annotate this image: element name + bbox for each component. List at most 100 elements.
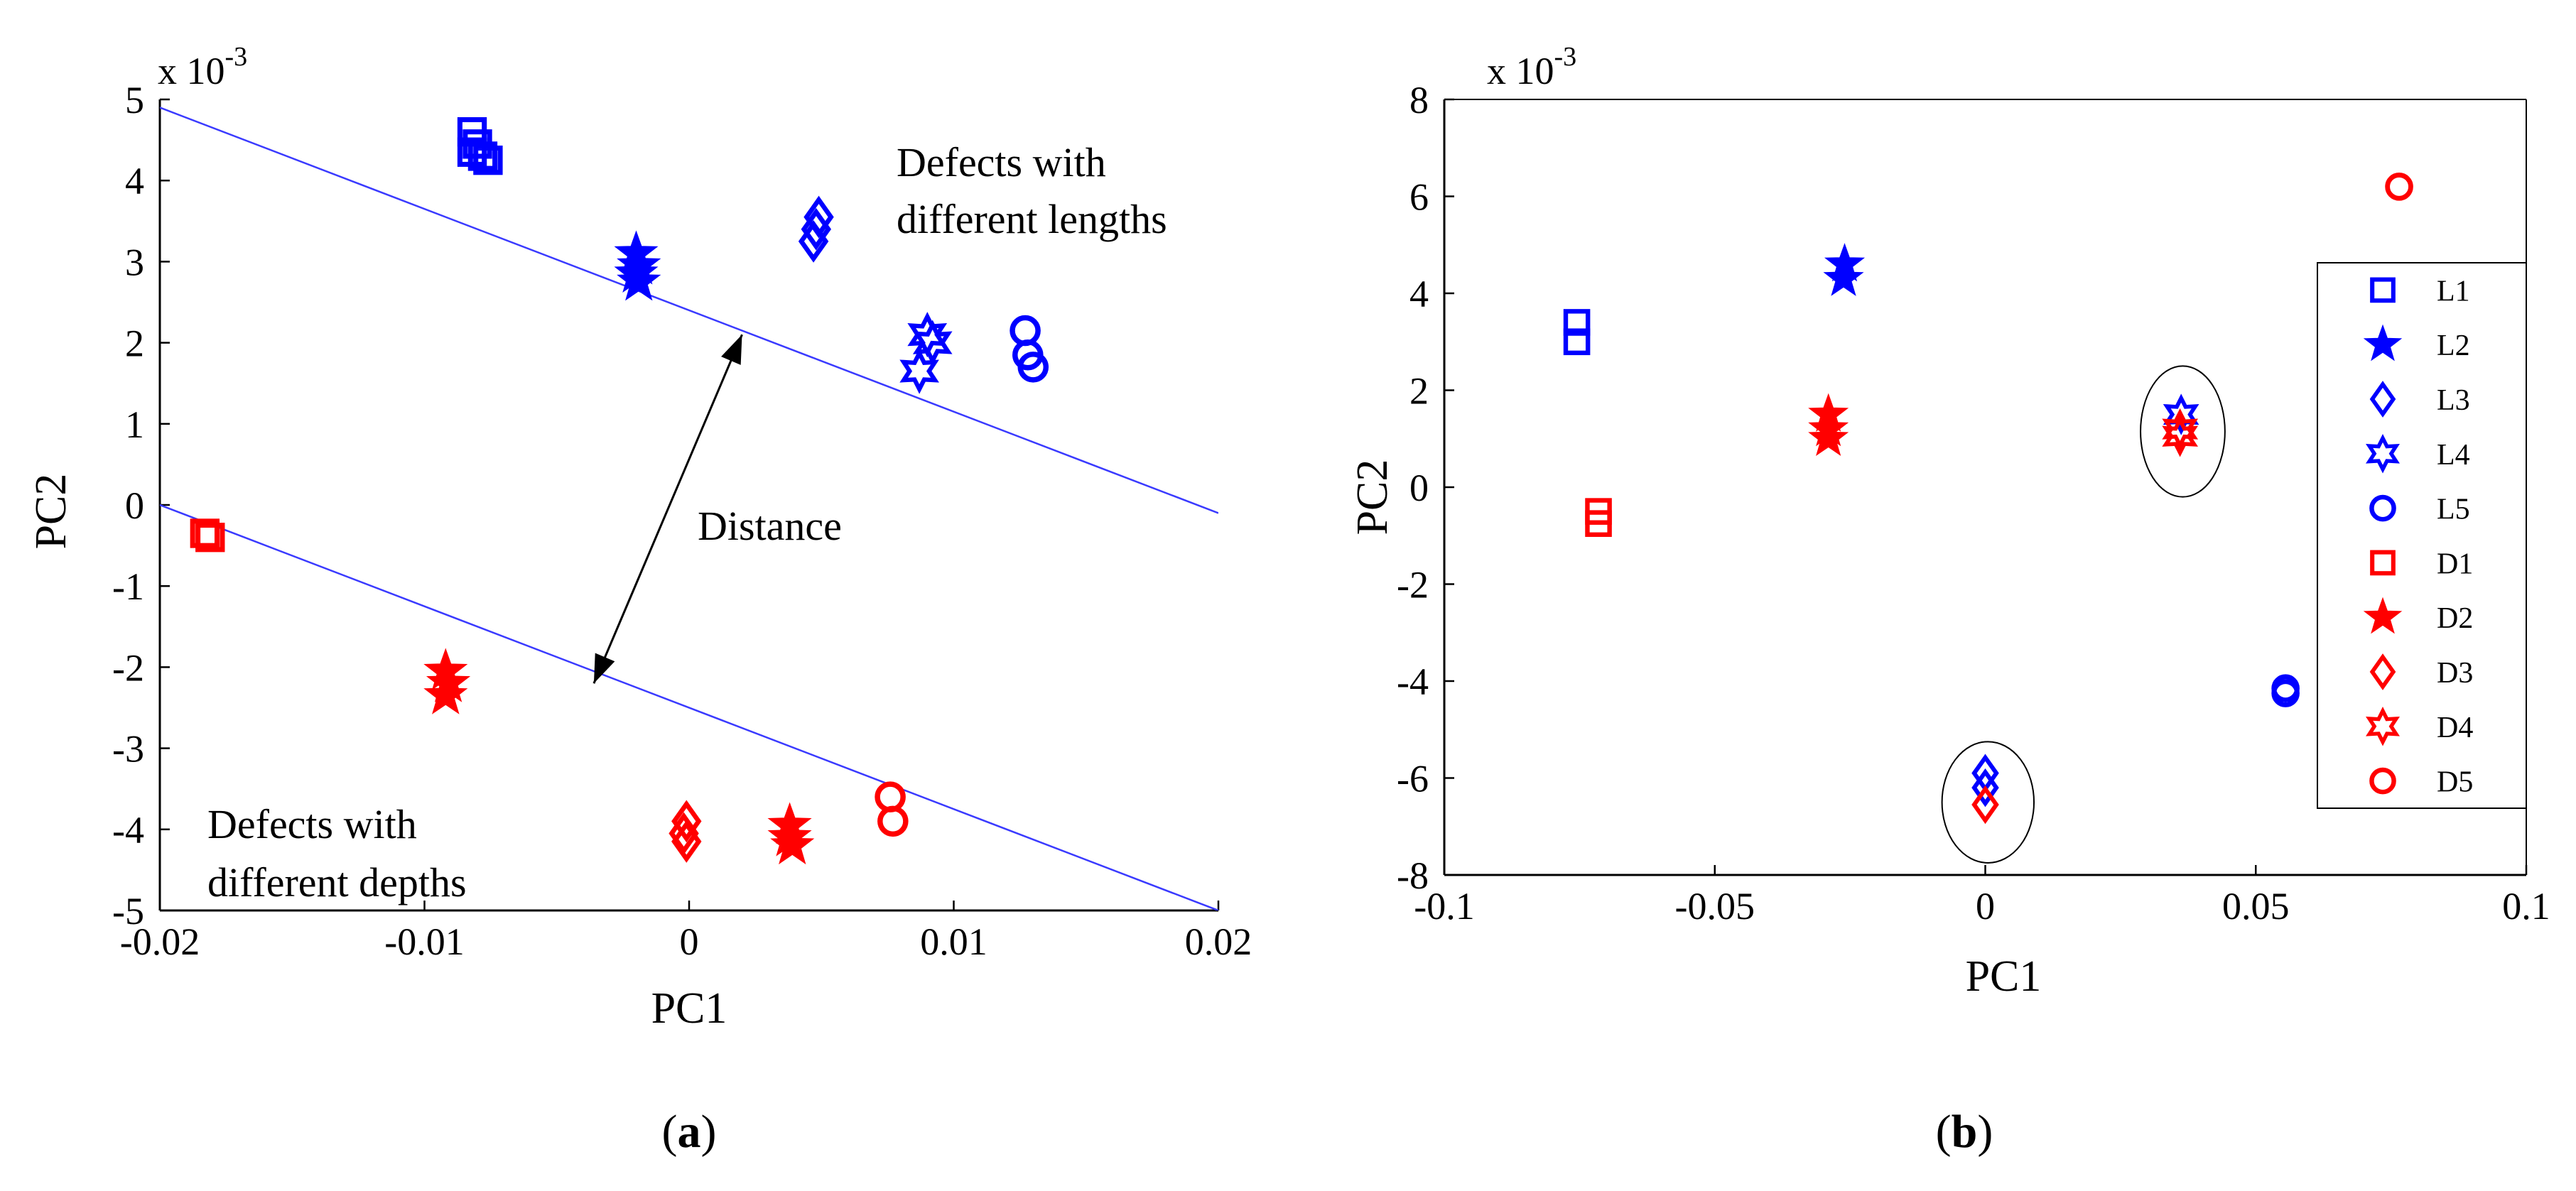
- x-tick-label: 0.05: [2222, 885, 2290, 928]
- y-tick-label: 0: [1409, 467, 1429, 509]
- legend-label-d4: D4: [2437, 712, 2473, 744]
- x-tick-label: -0.1: [1414, 885, 1474, 928]
- x-tick-label: 0.01: [920, 920, 987, 963]
- point-l2: [1823, 257, 1864, 296]
- panel-a-distance-arrow: [592, 334, 743, 684]
- y-tick-label: 4: [1409, 273, 1429, 315]
- legend-label-l4: L4: [2437, 439, 2470, 472]
- legend-box: [2317, 262, 2527, 809]
- point-d1: [1585, 510, 1612, 537]
- legend-label-d1: D1: [2437, 548, 2473, 580]
- legend-marker-l2: [2363, 324, 2403, 361]
- panel-a-ticks: -0.02 -0.01 0 0.01 0.02 5 4 3 2 1 0 -1 -2 -3 -4 -5: [112, 79, 1252, 963]
- y-tick-label: 1: [125, 403, 144, 446]
- y-tick-label: -6: [1397, 758, 1429, 800]
- y-tick-label: -4: [112, 809, 144, 852]
- legend-marker-d2: [2363, 597, 2403, 634]
- annotation-lengths-line2: different lengths: [897, 196, 1167, 242]
- point-d2: [1808, 417, 1849, 457]
- point-l3: [801, 207, 832, 251]
- point-d4: [770, 822, 815, 865]
- y-tick-label: 3: [125, 241, 144, 283]
- point-d2: [423, 672, 468, 714]
- panel-b-points: [1563, 173, 2413, 825]
- panel-a-xlabel: PC1: [651, 984, 727, 1033]
- upper-boundary-line: [160, 107, 1218, 514]
- y-tick-label: -8: [1397, 854, 1429, 897]
- y-tick-label: -2: [112, 646, 144, 689]
- point-l1: [1563, 309, 1591, 336]
- cluster-l3-d3-ellipse: [1941, 741, 2035, 864]
- point-l1: [457, 137, 487, 167]
- panel-b-exponent: x 10-3: [1487, 42, 1576, 92]
- annotation-lengths-line1: Defects with: [897, 139, 1106, 185]
- annotation-distance: Distance: [698, 503, 842, 549]
- y-tick-label: 0: [125, 484, 144, 527]
- caption-b: (b): [1936, 1106, 1993, 1158]
- point-l5: [2271, 679, 2300, 707]
- panel-a-ylabel: PC2: [27, 474, 75, 550]
- caption-a: (a): [662, 1106, 717, 1158]
- legend-label-d2: D2: [2437, 602, 2473, 635]
- annotation-depths-line1: Defects with: [207, 801, 417, 847]
- panel-b-legend: L1 L2 L3 L4 L5 D1 D2 D3 D4 D5: [2317, 262, 2527, 809]
- y-tick-label: -1: [112, 565, 144, 608]
- point-d1: [190, 518, 220, 548]
- point-l2: [617, 259, 661, 301]
- distance-arrow-head-bottom: [593, 653, 615, 684]
- panel-a-boundary-lines: [160, 107, 1218, 910]
- cluster-l4-d4-ellipse: [2140, 365, 2226, 498]
- legend-label-l3: L3: [2437, 384, 2470, 417]
- point-l3: [798, 219, 829, 263]
- x-tick-label: 0.02: [1185, 920, 1252, 963]
- legend-marker-d3: [2369, 653, 2396, 690]
- legend-label-d5: D5: [2437, 766, 2473, 799]
- y-tick-label: 6: [1409, 176, 1429, 219]
- panel-b-ylabel: PC2: [1348, 459, 1397, 535]
- legend-marker-l4: [2366, 433, 2400, 474]
- x-tick-label: -0.02: [120, 920, 200, 963]
- legend-marker-d4: [2366, 706, 2400, 746]
- legend-label-l2: L2: [2437, 330, 2470, 362]
- y-tick-label: 5: [125, 79, 144, 121]
- legend-marker-l1: [2370, 277, 2396, 303]
- y-tick-label: 2: [1409, 370, 1429, 413]
- point-d5: [2385, 173, 2413, 201]
- x-tick-label: 0: [680, 920, 699, 963]
- x-tick-label: 0: [1976, 885, 1995, 928]
- point-l5: [1017, 352, 1049, 383]
- y-tick-label: 8: [1409, 79, 1429, 121]
- point-d3: [669, 812, 699, 855]
- legend-marker-d5: [2369, 767, 2396, 795]
- annotation-depths-line2: different depths: [207, 859, 467, 906]
- point-l3: [1971, 768, 1999, 807]
- legend-marker-l5: [2369, 494, 2396, 522]
- distance-arrow-head-top: [721, 335, 742, 365]
- point-l5: [1010, 315, 1041, 347]
- point-l4: [2163, 393, 2199, 435]
- point-d4: [2162, 408, 2199, 450]
- y-tick-label: -2: [1397, 564, 1429, 607]
- x-tick-label: -0.01: [384, 920, 464, 963]
- point-d3: [671, 820, 702, 863]
- legend-marker-l3: [2369, 381, 2396, 418]
- x-tick-label: -0.05: [1675, 885, 1755, 928]
- y-tick-label: -5: [112, 890, 144, 932]
- x-tick-label: 0.1: [2502, 885, 2550, 928]
- lower-boundary-line: [160, 504, 1218, 910]
- legend-label-l5: L5: [2437, 494, 2470, 526]
- y-tick-label: 4: [125, 160, 144, 202]
- point-d5: [875, 781, 906, 812]
- y-tick-label: -3: [112, 728, 144, 771]
- legend-label-l1: L1: [2437, 275, 2470, 308]
- panel-a-points: [190, 117, 1049, 865]
- point-l1: [473, 145, 503, 175]
- panel-b-xlabel: PC1: [1966, 952, 2042, 1001]
- point-l1: [1563, 328, 1591, 356]
- legend-label-d3: D3: [2437, 657, 2473, 690]
- point-d4: [2162, 415, 2199, 457]
- point-d5: [877, 805, 909, 837]
- panel-b-ticks: -0.1 -0.05 0 0.05 0.1 8 6 4 2 0 -2 -4 -6 -8: [1397, 79, 2550, 928]
- legend-marker-d1: [2370, 550, 2396, 576]
